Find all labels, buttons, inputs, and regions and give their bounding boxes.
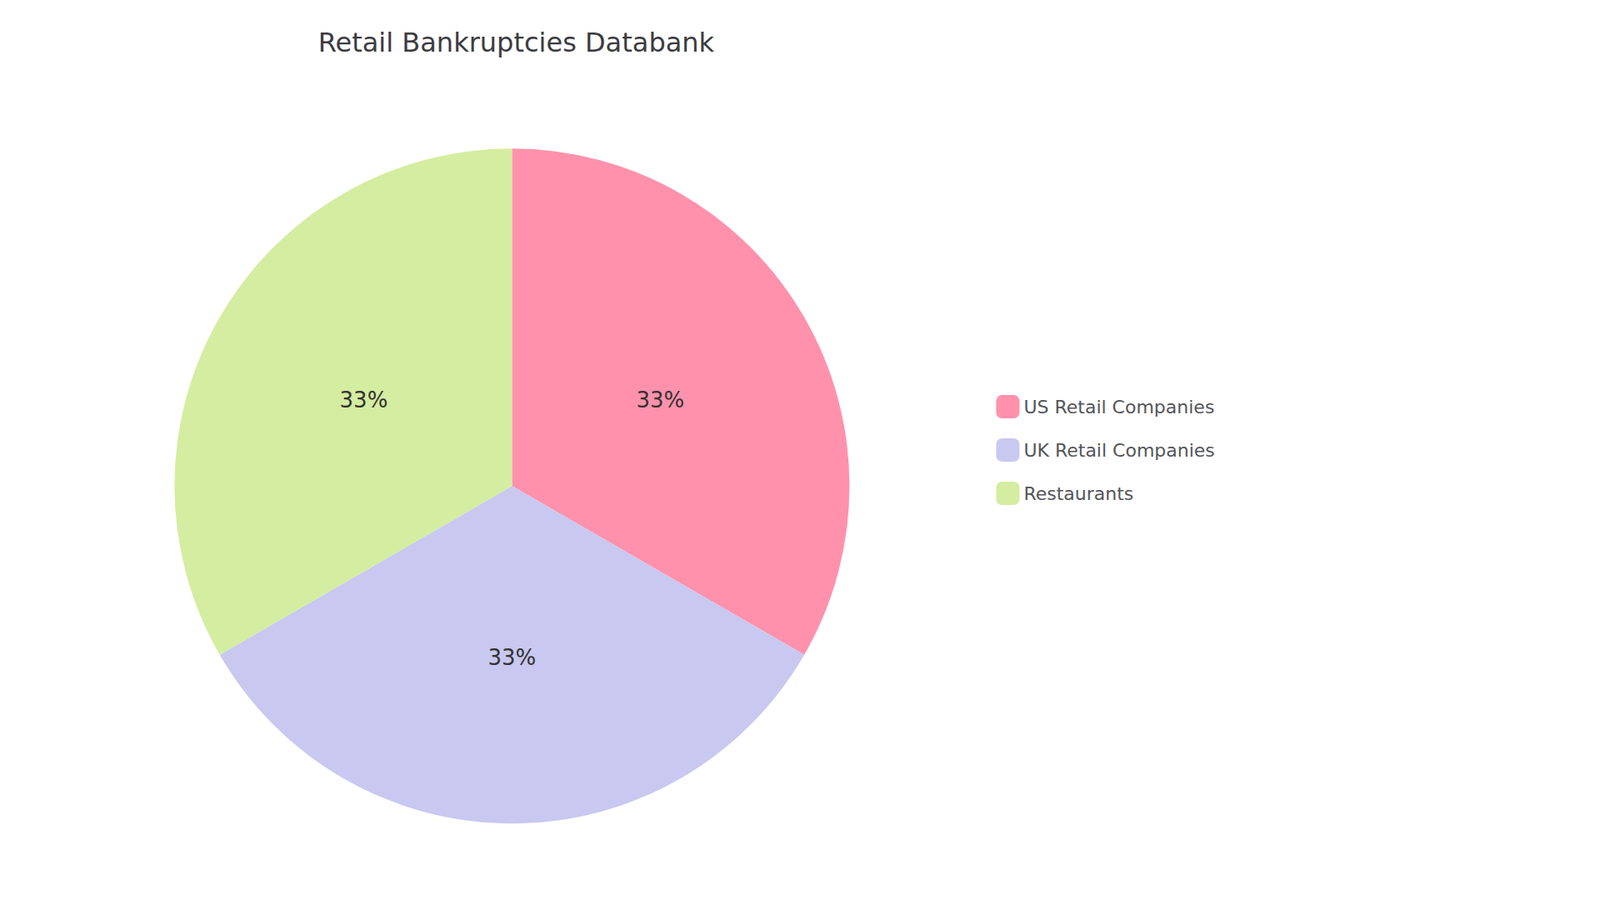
svg-text:UK Retail Companies: UK Retail Companies — [1023, 440, 1215, 461]
svg-text:US Retail Companies: US Retail Companies — [1023, 396, 1215, 418]
svg-text:Restaurants: Restaurants — [1023, 483, 1134, 505]
svg-text:33%: 33% — [340, 387, 389, 413]
svg-text:33%: 33% — [635, 387, 685, 413]
svg-text:33%: 33% — [488, 645, 537, 670]
svg-text:Retail Bankruptcies Databank: Retail Bankruptcies Databank — [318, 26, 715, 59]
